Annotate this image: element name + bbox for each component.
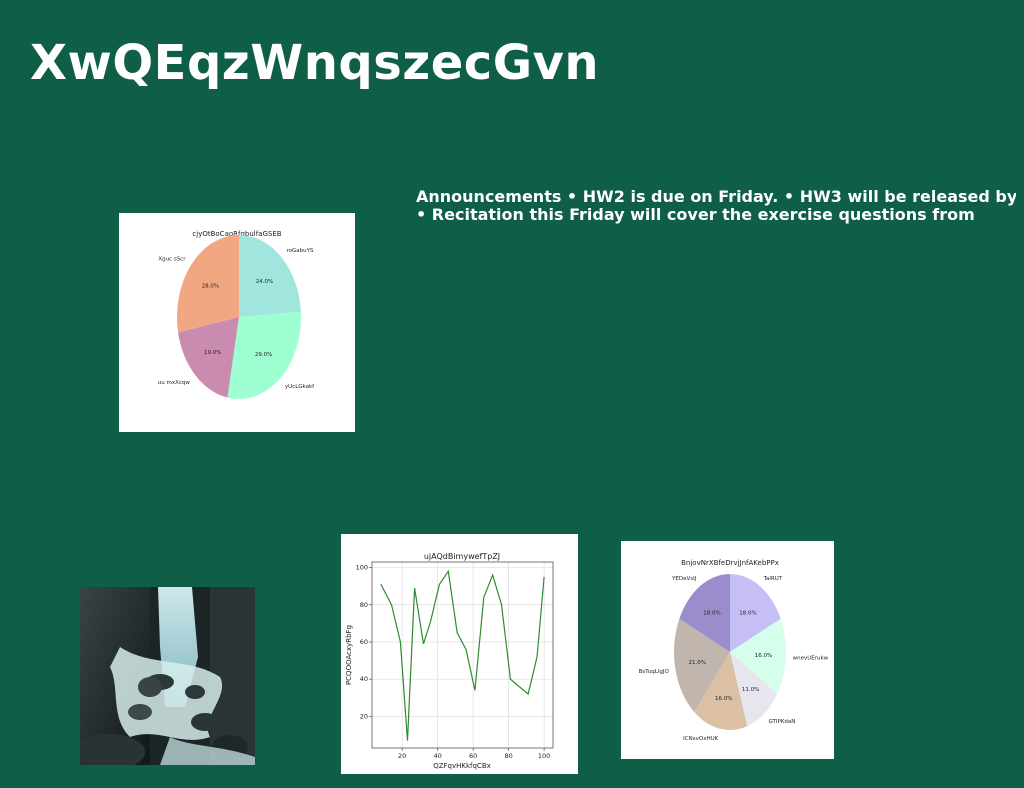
pie-slice-label: YEDeVsIJ [671, 576, 697, 582]
pie-slice-value-label: 18.0% [739, 610, 756, 616]
pie-slice-label: Xguc sScr [158, 256, 186, 262]
line-chart-xlabel: QZFqvHKkfqCBx [433, 762, 491, 770]
pie-slice [227, 311, 301, 399]
pie-chart-1-card: cjyOtBoCaoRfqbulfaGSEB 24.0% roGabuYS 29.0… [119, 213, 355, 432]
x-tick-label: 40 [434, 752, 442, 760]
pie-slice-label: ICNsvOxHUK [683, 736, 718, 742]
y-tick-label: 100 [356, 564, 368, 572]
line-chart-card: ujAQdBimywefTpZJ 20 40 60 80 100 20 40 60 80 100 … [341, 534, 578, 774]
y-tick-label: 20 [360, 712, 368, 720]
pie-slice [730, 652, 778, 727]
pie-slice [178, 317, 239, 398]
pie-slice [674, 618, 730, 713]
pie-slice-label: BsTuqLlgJO [639, 669, 670, 675]
pie-slice-value-label: 28.0% [202, 284, 219, 290]
announcement-line-2: • Recitation this Friday will cover the … [416, 205, 975, 224]
pie-slice-value-label: 18.0% [703, 610, 720, 616]
pie-slice-value-label: 11.0% [742, 687, 759, 693]
pie-slice [730, 618, 786, 694]
x-tick-label: 60 [469, 752, 477, 760]
pie-slice-value-label: 21.0% [688, 660, 705, 666]
line-chart-series [380, 569, 545, 741]
pie-slice-label: GTIPKdaN [768, 719, 795, 725]
waterfall-photo [80, 587, 255, 765]
pie-chart-1-title: cjyOtBoCaoRfqbulfaGSEB [192, 230, 281, 238]
pie-slice-label: wnevUErukw [793, 655, 829, 661]
pie-slice-value-label: 29.0% [255, 352, 272, 358]
announcement-line-1: Announcements • HW2 is due on Friday. • … [416, 188, 1016, 206]
line-chart-axes-frame [371, 561, 554, 749]
y-tick-label: 80 [360, 601, 368, 609]
pie-slice [679, 574, 730, 652]
pie-slice-value-label: 24.0% [256, 279, 273, 285]
pie-slice [239, 235, 301, 317]
pie-slice-label: TalRUT [763, 576, 783, 582]
pie-chart-1: cjyOtBoCaoRfqbulfaGSEB 24.0% roGabuYS 29.0… [158, 230, 315, 399]
announcements-text: Announcements • HW2 is due on Friday. • … [416, 188, 1016, 224]
pie-slice-label: roGabuYS [287, 248, 314, 254]
x-tick-label: 80 [504, 752, 512, 760]
y-tick-label: 40 [360, 675, 368, 683]
line-chart-title: ujAQdBimywefTpZJ [424, 552, 500, 561]
pie-slice-label: yUcLGkakf [285, 384, 315, 390]
y-tick-label: 60 [360, 638, 368, 646]
pie-slice [730, 574, 781, 652]
pie-slice-label: uu mxXcqw [158, 380, 191, 386]
x-tick-label: 20 [398, 752, 406, 760]
line-chart-ylabel: PCQOOAcxyRbFg [345, 625, 353, 685]
pie-chart-2-card: BnjovNrXBfeDrvjJnfAKebPPx 18.0% TalRUT 16.… [621, 541, 834, 759]
page-title: XwQEqzWnqszecGvn [30, 35, 600, 91]
pie-slice [694, 652, 748, 730]
pie-chart-2-title: BnjovNrXBfeDrvjJnfAKebPPx [681, 559, 779, 567]
pie-chart-2: BnjovNrXBfeDrvjJnfAKebPPx 18.0% TalRUT 16.… [639, 559, 829, 742]
pie-slice-value-label: 19.0% [204, 350, 221, 356]
pie-slice [177, 235, 239, 333]
pie-slice-value-label: 16.0% [755, 653, 772, 659]
pie-slice-value-label: 16.0% [715, 696, 732, 702]
x-tick-label: 100 [538, 752, 550, 760]
waterfall-rocks-photo-icon [80, 587, 255, 765]
line-chart: ujAQdBimywefTpZJ 20 40 60 80 10020406080100 … [345, 552, 554, 770]
